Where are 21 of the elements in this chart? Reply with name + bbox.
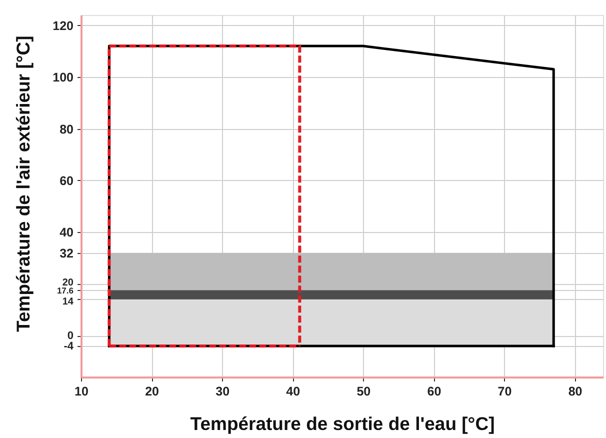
x-tick-label: 60	[427, 384, 442, 398]
y-tick-label: 17.6	[56, 286, 74, 296]
x-tick-label: 80	[568, 384, 582, 398]
y-tick-label: 0	[67, 330, 74, 342]
y-tick-label: 100	[52, 70, 74, 85]
x-tick-label: 40	[286, 384, 300, 398]
y-tick-label: 20	[62, 277, 74, 288]
y-tick-label: 120	[52, 18, 74, 33]
y-tick-label: 14	[62, 296, 74, 308]
x-tick-label: 20	[145, 384, 160, 398]
y-axis-title: Température de l'air extérieur [°C]	[12, 36, 34, 332]
x-axis-title: Température de sortie de l'eau [°C]	[190, 413, 495, 434]
y-tick-label: 80	[60, 122, 74, 136]
y-tick-label: 60	[60, 174, 74, 188]
x-tick-label: 30	[216, 384, 230, 398]
y-tick-label: -4	[64, 340, 74, 352]
y-tick-label: 32	[60, 246, 74, 260]
x-tick-label: 50	[356, 384, 371, 398]
x-tick-label: 70	[498, 384, 512, 398]
x-tick-label: 10	[74, 384, 88, 398]
y-tick-label: 40	[60, 226, 74, 240]
